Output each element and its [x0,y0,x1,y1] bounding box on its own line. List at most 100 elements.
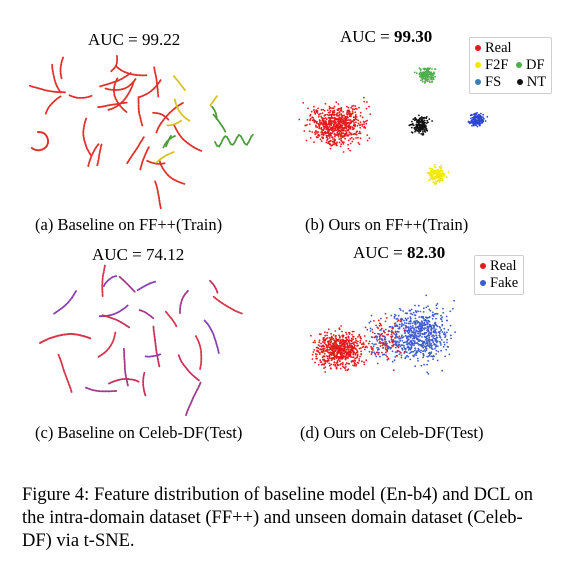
real-point [363,363,366,366]
real-point [344,120,347,123]
fake-point [444,335,447,337]
fake-point [409,348,412,351]
f2f-point [441,178,444,180]
fs-point [470,117,472,120]
real-point [363,125,366,128]
nt-point [421,121,424,124]
fake-point [431,339,433,342]
fake-point [407,331,410,334]
real-point [324,350,327,352]
mixed-point [388,326,391,328]
real-point [347,122,349,124]
real-point [339,354,342,356]
real-point [325,118,328,121]
real-point [345,357,347,360]
real-point [337,364,339,367]
real-point [330,113,333,116]
real-point [326,357,329,360]
real-point [356,130,359,133]
mixed-point [377,319,380,322]
fake-point [384,312,387,315]
mixed-point [381,351,383,354]
nt-point [422,130,424,133]
real-point [324,102,327,105]
real-point [306,119,309,121]
real-point [361,360,363,363]
fake-point [417,338,420,341]
fake-point [425,337,428,340]
fake-point [401,322,403,325]
fake-point [412,355,415,358]
fake-point [432,341,435,344]
real-point [369,113,372,115]
real-point [348,344,351,346]
real-point [359,111,362,114]
df-point [426,78,429,81]
real-point [331,107,334,110]
real-point [344,134,346,137]
fake-point [435,332,438,334]
cluster-stroke [185,381,202,417]
real-point [322,108,324,111]
cluster-stroke [104,77,137,91]
cluster-stroke [142,371,147,397]
fake-point [405,351,408,354]
panel-b-auc: AUC = 99.30 [340,27,432,47]
real-point [338,348,340,350]
df-point [434,75,436,78]
cluster-stroke [53,290,77,315]
mixed-point [366,346,369,349]
real-point [347,139,350,142]
df-point [431,80,433,83]
fake-point [410,308,413,311]
real-point [348,342,351,345]
fake-point [412,311,415,314]
real-point [359,339,362,342]
fake-point [407,317,409,320]
legend-real-dot [480,263,486,270]
fake-point [431,311,434,314]
real-point [320,131,323,134]
real-point [344,363,347,366]
cluster-stroke [158,159,186,185]
real-point [328,357,331,359]
real-point [350,351,353,354]
fake-point [436,307,438,310]
real-point [339,349,342,352]
real-point [318,134,321,137]
fs-point [483,117,485,120]
mixed-point [397,345,399,347]
real-point [326,337,329,339]
df-point [428,78,430,80]
fake-point [439,327,442,329]
real-point [335,133,337,136]
real-point [319,348,322,350]
real-point [338,111,341,113]
panel-c-caption: (c) Baseline on Celeb-DF(Test) [35,423,243,442]
fake-point [432,358,434,361]
real-point [341,342,344,345]
real-point [363,361,365,364]
df-point [421,80,424,83]
fake-point [452,307,454,310]
real-point [322,349,325,351]
fake-point [433,322,436,325]
fake-point [454,331,456,333]
mixed-point [377,327,379,330]
real-point [323,358,326,361]
fake-point [418,343,421,346]
real-point [343,342,346,344]
f2f-point [430,174,433,177]
real-point [309,137,312,139]
real-point [336,361,339,363]
real-point [342,361,344,364]
panel-c-auc: AUC = 74.12 [92,245,184,265]
fake-point [438,332,441,335]
fake-point [430,351,433,353]
fake-point [419,334,421,337]
real-point [317,347,320,350]
real-point [321,124,324,126]
real-point [354,347,357,350]
mixed-point [368,321,371,324]
real-point [337,120,340,122]
